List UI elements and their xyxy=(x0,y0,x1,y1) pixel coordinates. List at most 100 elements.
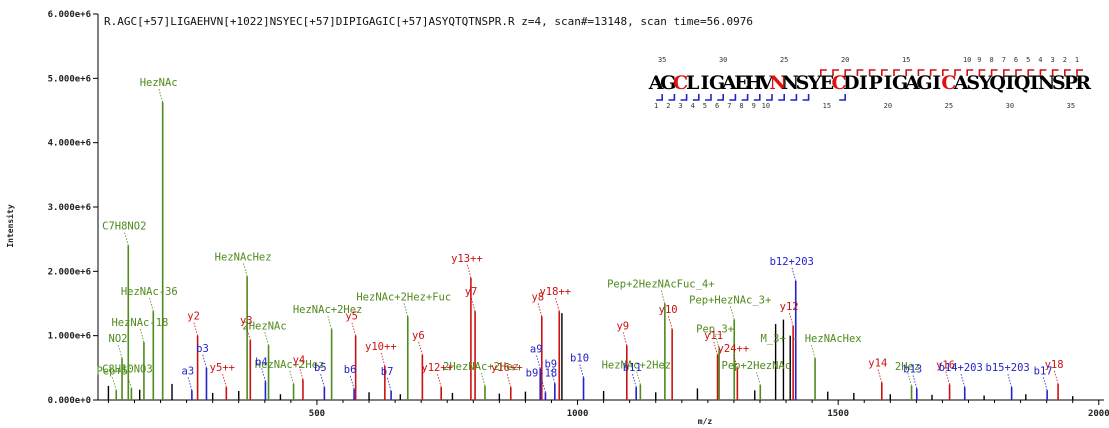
sequence-top-number: 25 xyxy=(780,56,788,64)
b-ion-label: b5 xyxy=(314,362,327,374)
glycan-ion-label: 2Hez xyxy=(895,361,920,373)
sequence-bottom-number: 5 xyxy=(703,102,707,110)
y-ion-label: y16 xyxy=(936,360,955,372)
y-cleavage-marker xyxy=(1039,69,1047,76)
x-axis-label: m/z xyxy=(698,417,713,426)
sequence-residue: I xyxy=(883,72,892,94)
label-leader xyxy=(791,266,797,282)
sequence-residue: A xyxy=(953,72,969,94)
y-cleavage-marker xyxy=(954,69,961,76)
y-tick-label: 5.000e+6 xyxy=(48,74,91,84)
sequence-top-number: 2 xyxy=(1063,56,1067,64)
glycan-ion-label: C8H10NO3 xyxy=(102,363,153,375)
y-ion-label: y10++ xyxy=(365,341,397,353)
b-cleavage-marker xyxy=(802,94,810,101)
y-tick-label: 3.000e+6 xyxy=(48,203,91,213)
sequence-top-number: 15 xyxy=(902,56,910,64)
b-cleavage-marker xyxy=(790,94,798,101)
label-leader xyxy=(755,371,761,386)
label-leader xyxy=(436,373,442,388)
sequence-top-number: 1 xyxy=(1075,56,1079,64)
sequence-residue: Q xyxy=(1014,72,1031,94)
b-ion-label: b14+203 xyxy=(939,362,983,374)
label-leader xyxy=(380,351,386,367)
sequence-residue: Y xyxy=(978,72,993,94)
b-ion-label: b13 xyxy=(903,363,922,375)
sequence-residue: S xyxy=(796,72,810,94)
sequence-residue: V xyxy=(758,72,775,94)
y-ion-label: y14 xyxy=(868,358,887,370)
label-leader xyxy=(127,374,132,389)
sequence-residue: T xyxy=(1027,72,1041,94)
sequence-residue: C xyxy=(832,72,847,94)
label-leader xyxy=(139,327,145,343)
label-leader xyxy=(148,297,154,312)
sequence-bottom-number: 10 xyxy=(762,102,770,110)
label-leader xyxy=(187,376,193,391)
sequence-residue: T xyxy=(1003,72,1017,94)
glycan-ion-label: HezNAc-18 xyxy=(111,317,168,329)
glycan-ion-label: HezNAc-36 xyxy=(121,286,178,298)
label-leader xyxy=(732,353,738,368)
label-leader xyxy=(550,369,556,384)
y-cleavage-marker xyxy=(1076,69,1083,76)
glycan-ion-label: HezNAc+2Hez xyxy=(255,359,325,371)
glycan-ion-label: Pep+2HezNAcFuc_4+ xyxy=(607,279,714,291)
y-tick-label: 6.000e+6 xyxy=(48,10,91,20)
label-leader xyxy=(221,373,227,388)
b-cleavage-marker xyxy=(717,94,724,101)
label-leader xyxy=(386,376,392,392)
y-axis-label: Intensity xyxy=(5,204,15,248)
y-ion-label: y12 xyxy=(780,301,799,313)
label-leader xyxy=(403,302,409,317)
sequence-residue: G xyxy=(892,72,908,94)
y-ion-label: y9 xyxy=(616,320,629,332)
sequence-residue: R xyxy=(1075,72,1091,94)
glycan-ion-label: HezNAc+2Hez xyxy=(602,360,672,372)
label-leader xyxy=(729,305,735,320)
sequence-residue: N xyxy=(782,72,799,94)
glycan-ion-label: Pep+5 xyxy=(96,365,128,377)
label-leader xyxy=(480,371,486,386)
glycan-ion-label: C7H8NO2 xyxy=(102,221,146,233)
y-ion-label: y5 xyxy=(345,311,358,323)
sequence-top-number: 8 xyxy=(989,56,993,64)
y-cleavage-marker xyxy=(1015,69,1022,76)
label-leader xyxy=(117,344,123,359)
glycan-ion-label: Pep+HezNAc_3+ xyxy=(689,295,771,307)
label-leader xyxy=(660,289,666,304)
sequence-bottom-number: 30 xyxy=(1006,102,1014,110)
y-tick-label: 0.000e+0 xyxy=(48,396,91,406)
b-ion-label: b17 xyxy=(1034,365,1053,377)
y-cleavage-marker xyxy=(905,69,913,76)
glycan-ion-label: 2HezNAc+2Hez xyxy=(443,361,519,373)
label-leader xyxy=(123,231,129,246)
label-leader xyxy=(351,321,357,336)
y-ion-label: y5++ xyxy=(210,362,235,374)
sequence-residue: P xyxy=(1064,72,1078,94)
label-leader xyxy=(242,262,248,277)
y-cleavage-marker xyxy=(966,69,974,76)
b-ion-label: b9 xyxy=(544,358,557,370)
label-leader xyxy=(264,331,269,346)
sequence-residue: E xyxy=(820,72,834,94)
sequence-top-number: 9 xyxy=(977,56,981,64)
y-ion-label: y11 xyxy=(704,330,723,342)
sequence-bottom-number: 7 xyxy=(727,102,731,110)
sequence-residue: G xyxy=(660,72,676,94)
label-leader xyxy=(960,373,966,388)
label-leader xyxy=(535,354,541,369)
label-leader xyxy=(319,373,325,388)
sequence-bottom-number: 25 xyxy=(945,102,953,110)
y-ion-label: y18 xyxy=(1045,359,1064,371)
sequence-residue: S xyxy=(1052,72,1066,94)
x-tick-label: 500 xyxy=(309,409,325,419)
y-ion-label: y7 xyxy=(465,286,478,298)
b-cleavage-marker xyxy=(656,94,663,101)
y-cleavage-marker xyxy=(844,69,852,76)
b-ion-label: a9 xyxy=(530,343,543,355)
sequence-residue: E xyxy=(734,72,748,94)
glycan-ion-label: 2HezNAc xyxy=(242,320,286,332)
sequence-residue: G xyxy=(709,72,725,94)
